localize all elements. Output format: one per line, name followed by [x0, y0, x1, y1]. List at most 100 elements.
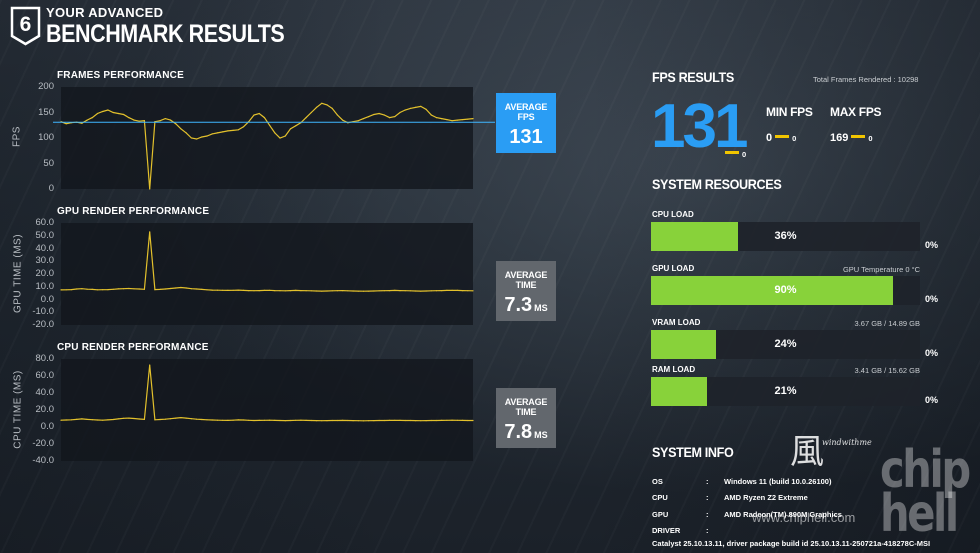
data-point: [76, 418, 78, 420]
data-series-line: [60, 102, 474, 190]
data-point: [216, 289, 219, 291]
page-title: BENCHMARK RESULTS: [46, 20, 285, 48]
resource-bar: 21%: [651, 377, 920, 406]
data-point: [164, 418, 166, 420]
data-point: [91, 288, 93, 290]
data-point: [394, 289, 396, 291]
data-point: [430, 419, 432, 422]
data-point: [331, 107, 333, 109]
data-point: [284, 420, 286, 422]
data-point: [180, 128, 182, 130]
data-point: [305, 117, 307, 119]
data-point: [159, 418, 161, 421]
data-point: [154, 289, 156, 291]
data-point: [123, 113, 125, 116]
data-point: [211, 419, 213, 421]
data-point: [96, 419, 99, 421]
info-separator: :: [706, 477, 709, 486]
y-tick-label: -10.0: [32, 306, 54, 318]
data-point: [107, 109, 109, 111]
data-point: [279, 137, 281, 139]
data-point: [331, 419, 333, 422]
gpu-average-value: 7.3: [504, 294, 533, 316]
data-point: [190, 288, 192, 290]
data-point: [462, 119, 464, 121]
data-point: [232, 419, 234, 421]
data-point: [237, 289, 239, 291]
data-point: [149, 188, 151, 190]
resource-side-value: 0%: [925, 348, 939, 358]
data-point: [253, 290, 255, 292]
data-point: [248, 290, 250, 292]
data-point: [441, 290, 443, 292]
data-point: [107, 289, 109, 291]
data-point: [368, 420, 370, 422]
data-point: [180, 286, 182, 289]
data-point: [274, 290, 276, 292]
gpu-chart-area: [61, 223, 473, 325]
data-point: [310, 290, 312, 292]
data-point: [222, 419, 224, 421]
resource-detail: 3.41 GB / 15.62 GB: [854, 366, 920, 375]
min-fps-label: MIN FPS: [766, 105, 813, 119]
gpu-average-time-box: AVERAGE TIME 7.3 MS: [496, 261, 556, 321]
data-point: [102, 289, 104, 291]
data-point: [404, 109, 406, 111]
data-point: [81, 122, 83, 124]
data-point: [409, 107, 411, 109]
min-fps-value: 0: [766, 132, 773, 144]
data-point: [415, 106, 417, 108]
data-point: [378, 419, 380, 422]
data-point: [415, 290, 417, 292]
resource-side-value: 0%: [925, 240, 939, 250]
cpu-chart-area: [61, 359, 473, 461]
data-point: [227, 289, 229, 291]
data-point: [248, 419, 250, 421]
average-fps-value: 131: [509, 126, 543, 148]
data-point: [472, 290, 474, 292]
data-point: [222, 289, 224, 291]
data-point: [149, 231, 151, 233]
data-point: [321, 290, 323, 292]
data-point: [451, 289, 453, 291]
data-point: [269, 289, 271, 291]
data-point: [326, 290, 328, 292]
catalyst-driver-text: Catalyst 25.10.13.11, driver package bui…: [652, 539, 931, 548]
info-value: AMD Ryzen Z2 Extreme: [724, 493, 808, 502]
data-point: [336, 114, 338, 116]
info-separator: :: [706, 493, 709, 502]
data-point: [378, 112, 380, 115]
data-point: [279, 290, 281, 292]
data-point: [352, 420, 354, 422]
data-point: [133, 288, 135, 290]
data-point: [143, 288, 145, 290]
y-tick-label: -40.0: [32, 455, 54, 466]
data-point: [128, 117, 130, 119]
data-point: [154, 419, 156, 421]
data-point: [242, 289, 245, 291]
gpu-average-unit: MS: [534, 303, 548, 313]
data-point: [399, 290, 401, 292]
system-info-title: SYSTEM INFO: [652, 444, 734, 460]
data-point: [201, 418, 203, 421]
data-point: [138, 418, 140, 420]
info-key: CPU: [652, 493, 668, 502]
data-point: [357, 120, 359, 122]
data-point: [81, 418, 83, 420]
data-point: [357, 290, 359, 292]
info-value: Windows 11 (build 10.0.26100): [724, 477, 832, 486]
data-point: [86, 288, 88, 290]
data-point: [399, 419, 401, 421]
data-point: [206, 289, 208, 291]
data-point: [274, 419, 276, 421]
data-point: [102, 419, 104, 421]
data-point: [425, 290, 427, 292]
y-tick-label: 60.0: [35, 370, 55, 381]
cpu-y-axis-label: CPU TIME (MS): [12, 370, 24, 449]
data-point: [253, 419, 255, 422]
data-point: [462, 290, 464, 292]
info-key: GPU: [652, 510, 669, 519]
max-fps-label: MAX FPS: [830, 105, 882, 119]
info-separator: :: [706, 510, 709, 519]
data-point: [415, 420, 417, 422]
